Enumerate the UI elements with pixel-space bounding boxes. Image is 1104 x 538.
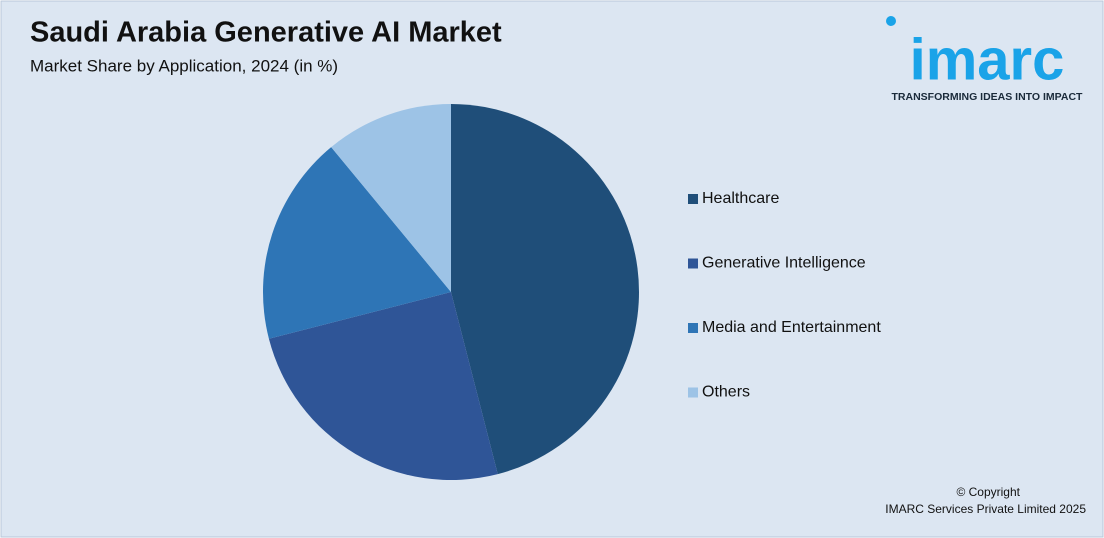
legend-label: Healthcare <box>702 190 779 207</box>
legend-swatch <box>688 387 698 398</box>
logo: imarc <box>910 27 1065 92</box>
pie-slice <box>331 104 451 292</box>
legend-label: Media and Entertainment <box>702 319 881 336</box>
legend-swatch <box>688 323 698 333</box>
legend-swatch <box>688 194 698 204</box>
legend-swatch <box>688 258 698 269</box>
logo-tagline: TRANSFORMING IDEAS INTO IMPACT <box>892 91 1084 103</box>
pie-slice <box>451 104 640 475</box>
legend-label: Others <box>702 384 750 401</box>
legend-label: Generative Intelligence <box>702 255 866 272</box>
pie-slice <box>263 147 451 339</box>
copyright: © Copyright <box>956 485 1020 499</box>
chart-subtitle: Market Share by Application, 2024 (in %) <box>30 56 338 75</box>
copyright-owner: IMARC Services Private Limited 2025 <box>885 502 1086 516</box>
chart-title: Saudi Arabia Generative AI Market <box>30 17 502 49</box>
pie-slice <box>268 292 498 480</box>
logo-dot <box>886 16 896 26</box>
